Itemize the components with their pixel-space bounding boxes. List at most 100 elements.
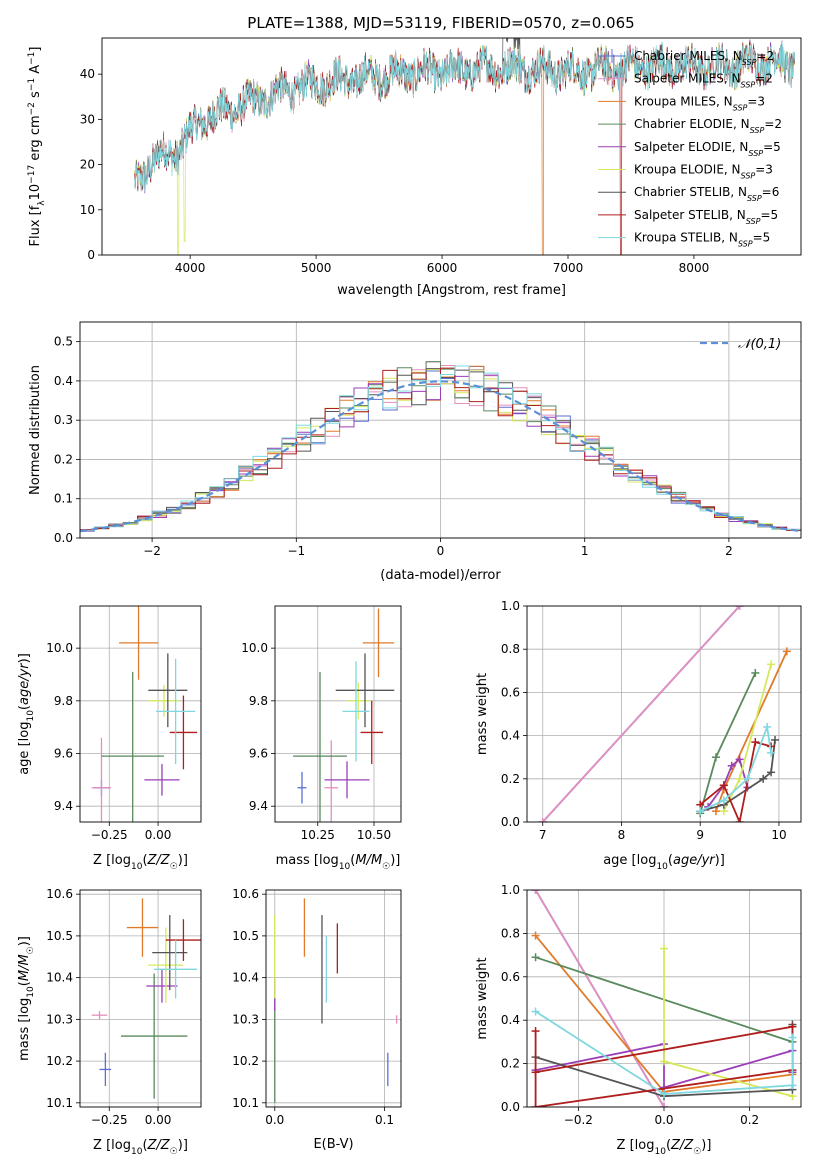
errorbar-point [156, 658, 196, 765]
x-tick-label: 8000 [679, 261, 710, 275]
y-axis-label: mass [log10(M/M☉)] [17, 936, 36, 1061]
x-tick-label: −0.25 [91, 828, 128, 842]
errorbar-point [119, 606, 159, 680]
x-axis-label: E(B-V) [313, 1137, 353, 1152]
x-tick-label: 10 [771, 828, 786, 842]
spectrum-series [134, 41, 796, 192]
legend-label: Kroupa ELODIE, NSSP=3 [634, 163, 773, 181]
y-tick-label: 0.0 [501, 815, 520, 829]
y-axis-label: mass weight [475, 957, 490, 1039]
y-tick-label: 1.0 [501, 599, 520, 613]
y-tick-label: 10.1 [46, 1096, 73, 1110]
plot-area [91, 606, 198, 822]
legend-label: Salpeter ELODIE, NSSP=5 [634, 140, 781, 158]
errorbar-point [335, 653, 395, 728]
errorbar-point [101, 671, 164, 822]
plot-area [134, 38, 796, 255]
errorbar-point [360, 700, 383, 765]
y-tick-label: 0 [87, 248, 95, 262]
x-tick-label: 5000 [301, 261, 332, 275]
y-tick-label: 10.5 [232, 929, 259, 943]
chart-spectrum: 4000 5000 6000 7000 8000 0 10 20 30 40 wavelength … [27, 37, 802, 298]
errorbar-point [293, 671, 347, 822]
y-tick-label: 10.6 [232, 887, 259, 901]
y-tick-label: 10.2 [232, 1054, 259, 1068]
x-axis-label: Z [log10(Z/Z☉)] [617, 1138, 712, 1157]
errorbar-point [146, 969, 178, 1003]
errorbar-point [154, 940, 198, 999]
y-tick-label: 9.4 [249, 799, 268, 813]
x-tick-label: −0.2 [564, 1113, 593, 1127]
plot-area [80, 361, 801, 533]
plot-area [538, 606, 791, 822]
x-tick-label: 10.25 [301, 828, 335, 842]
y-tick-label: 0.8 [501, 926, 520, 940]
x-tick-label: 0.00 [145, 1113, 172, 1127]
x-tick-label: 6000 [427, 261, 458, 275]
y-tick-label: 30 [80, 112, 95, 126]
x-tick-label: 1 [581, 544, 589, 558]
x-axis-label: wavelength [Angstrom, rest frame] [337, 283, 566, 298]
y-tick-label: 0.5 [54, 335, 73, 349]
x-tick-label: 7 [539, 828, 547, 842]
x-tick-label: 10.50 [357, 828, 391, 842]
weight-series [696, 722, 776, 816]
x-tick-label: 0 [437, 544, 445, 558]
weight-series [538, 606, 744, 822]
axes-frame [79, 889, 202, 1108]
y-tick-label: 9.6 [249, 747, 268, 761]
chart-mass-vs-Z: −0.25 0.00 10.1 10.2 10.3 10.4 10.5 10.6 Z [log1… [17, 887, 202, 1157]
x-tick-label: 4000 [175, 261, 206, 275]
y-axis-label: Flux [fλ10−17 erg cm−2 s−1 A−1] [27, 47, 47, 247]
y-tick-label: 9.8 [54, 694, 73, 708]
chart-age-vs-Z: −0.25 0.00 9.4 9.6 9.8 10.0 Z [log10(Z/Z☉)] age… [17, 605, 202, 872]
legend-label: Salpeter STELIB, NSSP=5 [634, 208, 778, 226]
y-tick-label: 0.0 [54, 531, 73, 545]
errorbar-point [297, 771, 307, 804]
y-tick-label: 10.0 [241, 641, 268, 655]
errorbar-point [152, 915, 188, 991]
y-axis-label: age [log10(age/yr)] [17, 653, 36, 775]
x-tick-label: −2 [143, 544, 161, 558]
chart-age-vs-mass: 10.25 10.50 9.4 9.6 9.8 10.0 mass [log10(M/M☉)… [241, 605, 402, 872]
errorbar-point [148, 653, 188, 728]
y-tick-label: 10.5 [46, 929, 73, 943]
x-axis-label: (data-model)/error [380, 568, 501, 583]
x-tick-label: 0.0 [265, 1113, 284, 1127]
weight-series [531, 890, 668, 1107]
y-tick-label: 10.1 [232, 1096, 259, 1110]
errorbar-point [362, 608, 395, 678]
weight-series [531, 1007, 797, 1098]
y-tick-label: 0.2 [501, 772, 520, 786]
y-tick-label: 0.4 [54, 374, 73, 388]
y-tick-label: 9.6 [54, 747, 73, 761]
y-tick-label: 0.2 [54, 452, 73, 466]
y-tick-label: 10.2 [46, 1054, 73, 1068]
axes-frame [526, 605, 802, 823]
y-tick-label: 10.3 [232, 1012, 259, 1026]
y-tick-label: 20 [80, 158, 95, 172]
x-tick-label: −1 [287, 544, 305, 558]
y-tick-label: 10.4 [46, 971, 73, 985]
chart-mass-vs-ebv: 0.0 0.1 10.1 10.2 10.3 10.4 10.5 10.6 E(B-V) [232, 887, 402, 1152]
x-tick-label: 8 [618, 828, 626, 842]
errorbar-point [169, 695, 198, 770]
y-tick-label: 0.4 [501, 729, 520, 743]
figure-title: PLATE=1388, MJD=53119, FIBERID=0570, z=0… [247, 14, 634, 32]
plot-area [274, 898, 398, 1103]
legend-label: Kroupa STELIB, NSSP=5 [634, 231, 770, 249]
legend-label: Chabrier MILES, NSSP=2 [634, 49, 774, 67]
x-tick-label: 0.2 [740, 1113, 759, 1127]
y-tick-label: 10 [80, 203, 95, 217]
x-axis-label: mass [log10(M/M☉)] [276, 853, 401, 872]
plot-area [531, 890, 797, 1107]
chart-weight-vs-age: 7 8 9 10 0.0 0.2 0.4 0.6 0.8 1.0 age [log10(age/yr… [475, 599, 802, 872]
errorbar-point [99, 1052, 112, 1087]
y-tick-label: 10.4 [232, 971, 259, 985]
y-tick-label: 0.4 [501, 1013, 520, 1027]
errorbar-point [342, 661, 370, 762]
x-axis-label: Z [log10(Z/Z☉)] [93, 1138, 188, 1157]
legend-label: Kroupa MILES, NSSP=3 [634, 94, 765, 112]
